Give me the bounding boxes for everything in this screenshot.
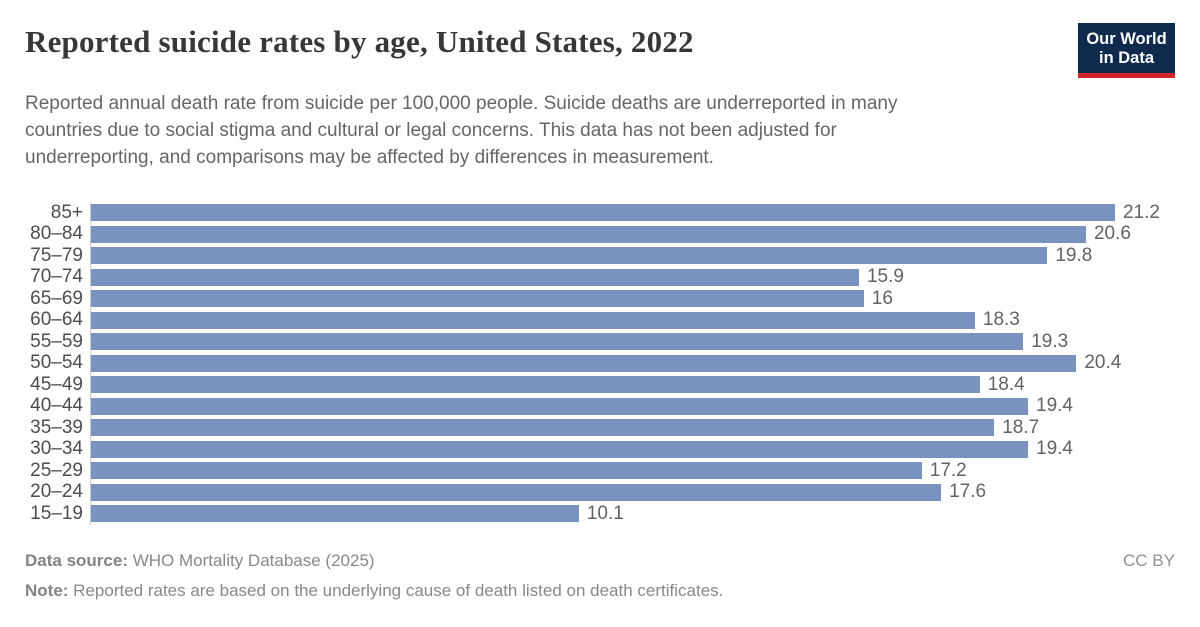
bar-track: 18.4 bbox=[90, 374, 1200, 396]
value-label: 19.3 bbox=[1031, 330, 1069, 352]
category-label: 55–59 bbox=[30, 330, 83, 352]
value-label: 18.7 bbox=[1002, 416, 1040, 438]
bar[interactable] bbox=[91, 354, 1077, 372]
note-label: Note: bbox=[25, 580, 69, 600]
bar-track: 19.8 bbox=[90, 245, 1200, 267]
bar-row: 55–59 19.3 bbox=[0, 331, 1200, 353]
bar[interactable] bbox=[91, 311, 975, 329]
bar-row: 20–24 17.6 bbox=[0, 481, 1200, 503]
category-label: 70–74 bbox=[30, 266, 83, 288]
bar[interactable] bbox=[91, 505, 579, 523]
bar-track: 17.2 bbox=[90, 460, 1200, 482]
value-label: 17.6 bbox=[949, 481, 987, 503]
data-source-text: WHO Mortality Database (2025) bbox=[127, 550, 375, 570]
category-label: 85+ bbox=[50, 201, 83, 223]
bar[interactable] bbox=[91, 290, 864, 308]
owid-logo-text-line1: Our World bbox=[1086, 30, 1167, 48]
bar[interactable] bbox=[91, 483, 942, 501]
bar-track: 18.3 bbox=[90, 309, 1200, 331]
category-label: 40–44 bbox=[30, 395, 83, 417]
bar-track: 19.4 bbox=[90, 395, 1200, 417]
category-label: 65–69 bbox=[30, 287, 83, 309]
footer-note-row: Note: Reported rates are based on the un… bbox=[25, 581, 1175, 601]
value-label: 18.4 bbox=[987, 373, 1025, 395]
category-label: 45–49 bbox=[30, 373, 83, 395]
bar[interactable] bbox=[91, 419, 995, 437]
bar-row: 75–79 19.8 bbox=[0, 245, 1200, 267]
value-label: 18.3 bbox=[982, 309, 1020, 331]
value-label: 17.2 bbox=[929, 459, 967, 481]
category-label: 75–79 bbox=[30, 244, 83, 266]
category-label: 50–54 bbox=[30, 352, 83, 374]
value-label: 20.4 bbox=[1084, 352, 1122, 374]
bar-row: 40–44 19.4 bbox=[0, 395, 1200, 417]
bar-row: 30–34 19.4 bbox=[0, 438, 1200, 460]
category-label: 80–84 bbox=[30, 223, 83, 245]
bar-track: 20.4 bbox=[90, 352, 1200, 374]
owid-logo-text-line2: in Data bbox=[1098, 49, 1154, 67]
page-title: Reported suicide rates by age, United St… bbox=[25, 24, 694, 59]
bar-track: 15.9 bbox=[90, 266, 1200, 288]
bar-track: 20.6 bbox=[90, 223, 1200, 245]
owid-logo[interactable]: Our World in Data bbox=[1078, 23, 1175, 78]
category-label: 30–34 bbox=[30, 438, 83, 460]
bar-track: 10.1 bbox=[90, 503, 1200, 525]
bar[interactable] bbox=[91, 440, 1029, 458]
category-label: 60–64 bbox=[30, 309, 83, 331]
value-label: 19.4 bbox=[1036, 438, 1073, 460]
bar[interactable] bbox=[91, 268, 859, 286]
data-source-line: Data source: WHO Mortality Database (202… bbox=[25, 551, 375, 571]
license-badge[interactable]: CC BY bbox=[1123, 550, 1175, 570]
bar-row: 45–49 18.4 bbox=[0, 374, 1200, 396]
bar-row: 85+ 21.2 bbox=[0, 202, 1200, 224]
bar[interactable] bbox=[91, 247, 1048, 265]
bar-row: 70–74 15.9 bbox=[0, 266, 1200, 288]
value-label: 16 bbox=[871, 287, 893, 309]
bar-track: 17.6 bbox=[90, 481, 1200, 503]
bar[interactable] bbox=[91, 333, 1024, 351]
bar-track: 19.4 bbox=[90, 438, 1200, 460]
bar[interactable] bbox=[91, 397, 1029, 415]
bar-row: 60–64 18.3 bbox=[0, 309, 1200, 331]
bar-row: 15–19 10.1 bbox=[0, 503, 1200, 525]
bar-row: 25–29 17.2 bbox=[0, 460, 1200, 482]
bar-chart: 85+ 21.2 80–84 20.6 75–79 19.8 70–74 15.9 65–69 1… bbox=[0, 202, 1200, 525]
bar[interactable] bbox=[91, 204, 1115, 222]
bar-track: 18.7 bbox=[90, 417, 1200, 439]
bar-row: 35–39 18.7 bbox=[0, 417, 1200, 439]
value-label: 10.1 bbox=[586, 502, 624, 524]
subtitle-line-3: underreporting, and comparisons may be a… bbox=[25, 147, 714, 168]
subtitle-line-2: countries due to social stigma and cultu… bbox=[25, 120, 837, 141]
note-text: Reported rates are based on the underlyi… bbox=[68, 580, 724, 600]
subtitle-line-1: Reported annual death rate from suicide … bbox=[25, 93, 898, 114]
data-source-label: Data source: bbox=[25, 550, 128, 570]
bar-track: 19.3 bbox=[90, 331, 1200, 353]
chart-subtitle: Reported annual death rate from suicide … bbox=[25, 90, 1175, 171]
bar[interactable] bbox=[91, 462, 922, 480]
value-label: 19.4 bbox=[1036, 395, 1073, 417]
bar[interactable] bbox=[91, 225, 1086, 243]
bar-track: 21.2 bbox=[90, 202, 1200, 224]
bar-row: 50–54 20.4 bbox=[0, 352, 1200, 374]
category-label: 20–24 bbox=[30, 481, 83, 503]
category-label: 15–19 bbox=[30, 502, 83, 524]
chart-footer: Data source: WHO Mortality Database (202… bbox=[25, 551, 1175, 601]
bar-row: 65–69 16 bbox=[0, 288, 1200, 310]
bar[interactable] bbox=[91, 376, 980, 394]
bar-rows: 85+ 21.2 80–84 20.6 75–79 19.8 70–74 15.9 65–69 1… bbox=[0, 202, 1200, 525]
value-label: 19.8 bbox=[1055, 244, 1093, 266]
value-label: 20.6 bbox=[1093, 223, 1131, 245]
category-label: 35–39 bbox=[30, 416, 83, 438]
value-label: 15.9 bbox=[866, 266, 904, 288]
bar-row: 80–84 20.6 bbox=[0, 223, 1200, 245]
bar-track: 16 bbox=[90, 288, 1200, 310]
chart-header: Reported suicide rates by age, United St… bbox=[0, 0, 1200, 78]
category-label: 25–29 bbox=[30, 459, 83, 481]
value-label: 21.2 bbox=[1122, 201, 1160, 223]
footer-source-row: Data source: WHO Mortality Database (202… bbox=[25, 551, 1175, 571]
